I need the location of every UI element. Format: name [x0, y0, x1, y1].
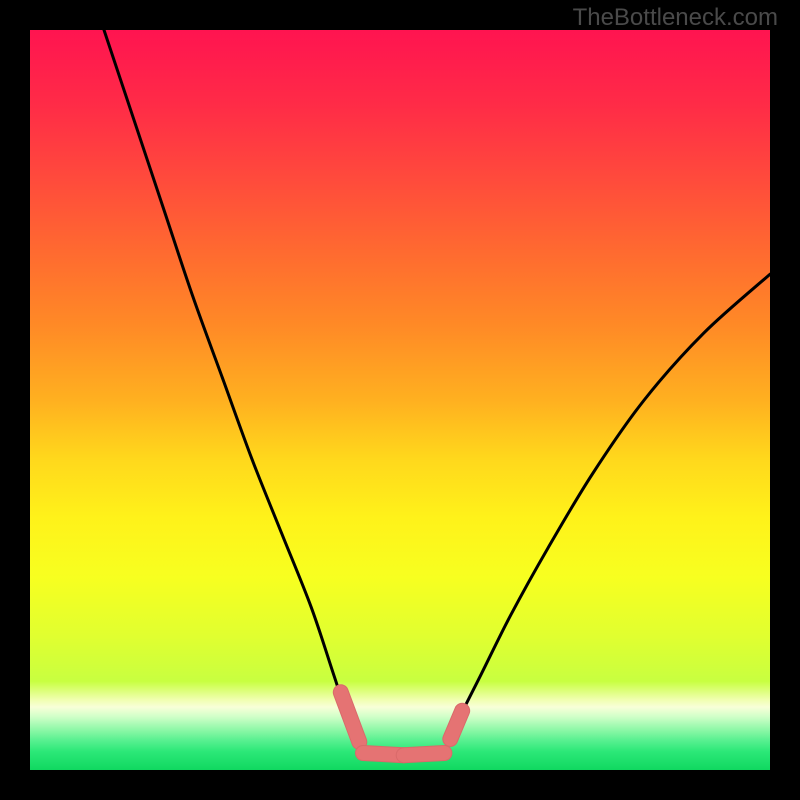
- gradient-background: [30, 30, 770, 770]
- watermark-text: TheBottleneck.com: [573, 4, 778, 32]
- chart-frame: TheBottleneck.com: [0, 0, 800, 800]
- plot-area: [30, 30, 770, 770]
